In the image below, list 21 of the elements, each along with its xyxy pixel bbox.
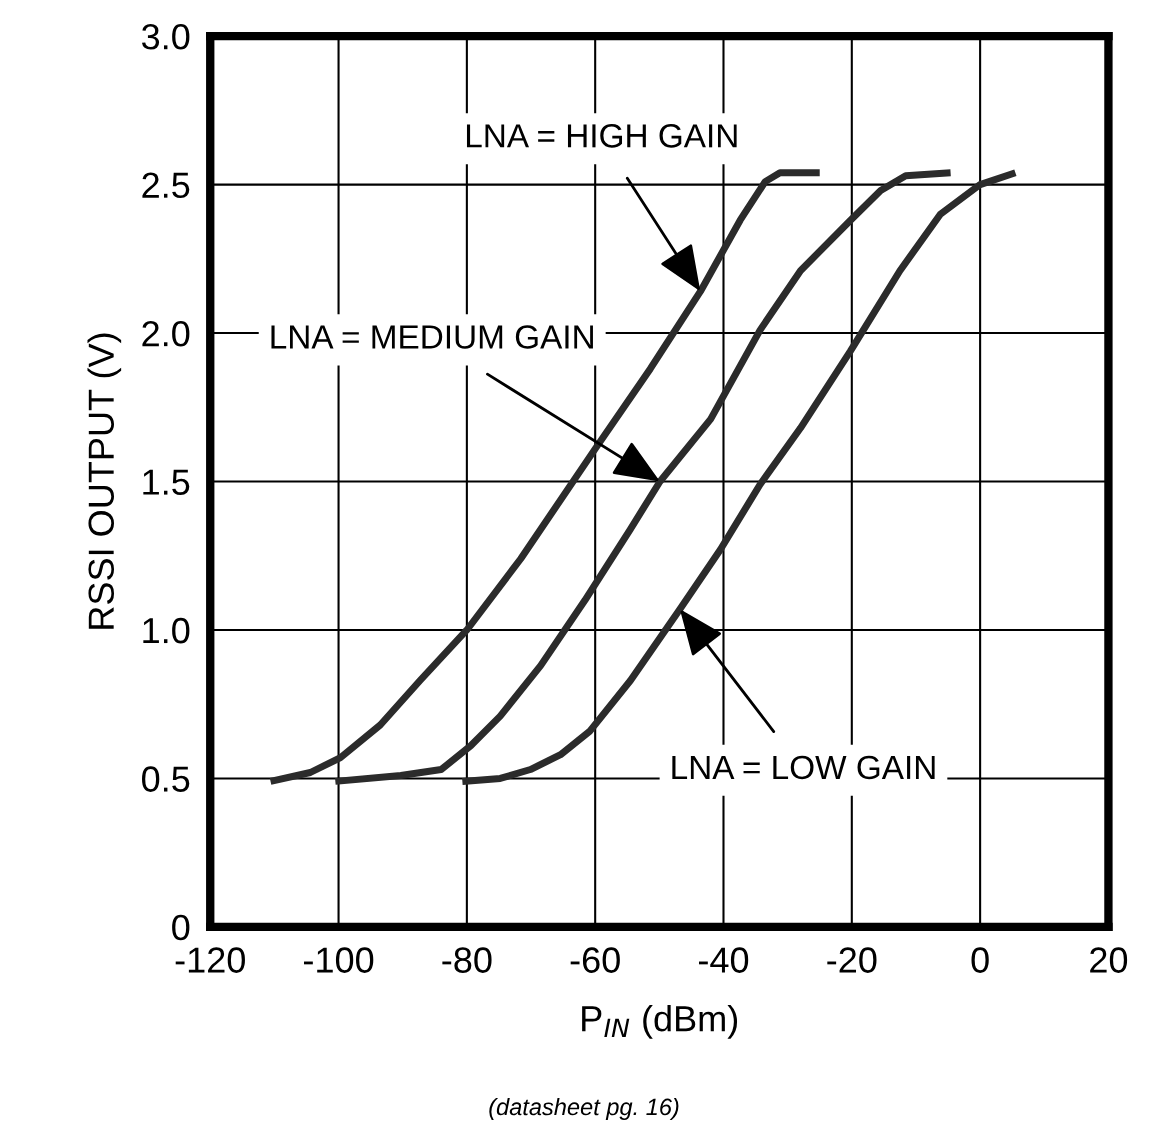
x-tick-label: -120 <box>175 947 245 973</box>
y-axis-title: RSSI OUTPUT (V) <box>87 333 122 629</box>
y-tick-label: 2.5 <box>142 172 190 199</box>
y-tick-label: 2.0 <box>142 320 190 347</box>
x-tick-label: -20 <box>827 947 877 973</box>
x-tick-label: -60 <box>570 947 620 973</box>
x-axis-title: P$_{IN}$ (dBm) <box>582 1005 738 1039</box>
y-tick-label: 1.5 <box>143 469 190 495</box>
text: (datasheet pg. 16) <box>489 1097 679 1120</box>
x-tick-label: 20 <box>1090 947 1128 973</box>
annotation: LNA = HIGH GAIN <box>466 124 737 148</box>
y-tick-label: 1.0 <box>143 617 190 644</box>
x-tick-label: -40 <box>699 947 749 973</box>
y-tick-label: 0.5 <box>142 766 190 792</box>
y-tick-label: 0 <box>172 914 190 941</box>
y-tick-label: 3.0 <box>141 24 190 50</box>
x-tick-label: 0 <box>971 947 989 973</box>
annotation: LNA = LOW GAIN <box>672 755 935 780</box>
x-tick-label: -100 <box>304 947 374 973</box>
x-tick-label: -80 <box>442 947 492 973</box>
annotation: LNA = MEDIUM GAIN <box>271 325 593 349</box>
